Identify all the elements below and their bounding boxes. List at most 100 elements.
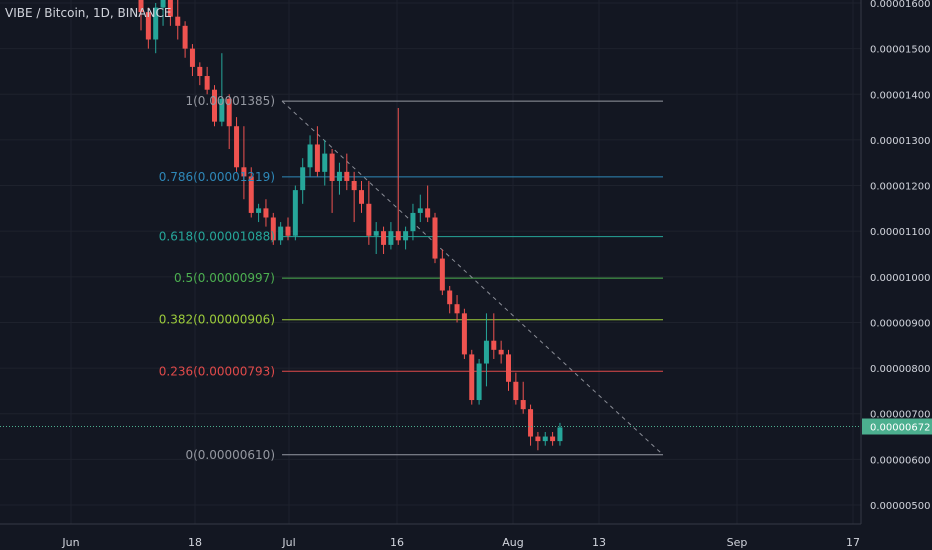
candle	[241, 126, 247, 200]
candle-body	[344, 171, 350, 181]
candle	[197, 62, 203, 86]
candle	[388, 222, 394, 250]
candle-body	[167, 0, 173, 17]
candle-body	[292, 190, 298, 236]
price-tick-label: 0.00001600	[870, 0, 930, 10]
candle-body	[278, 226, 284, 241]
candle-body	[160, 0, 166, 8]
price-tick-label: 0.00001100	[870, 227, 930, 238]
candle	[248, 167, 254, 218]
candle	[520, 381, 526, 414]
candle-body	[351, 180, 357, 191]
time-tick-label: Sep	[727, 536, 748, 549]
price-tick-label: 0.00001500	[870, 45, 930, 56]
price-tick-label: 0.00000500	[870, 501, 930, 512]
candle-body	[189, 48, 195, 67]
candle-body	[461, 313, 467, 355]
candle-body	[197, 66, 203, 77]
candle	[336, 162, 342, 195]
time-tick-label: Aug	[502, 536, 523, 549]
fibonacci-retracement[interactable]	[282, 100, 663, 456]
candle-body	[285, 226, 291, 236]
candle	[270, 212, 276, 245]
candle-body	[395, 231, 401, 241]
candle-body	[447, 290, 453, 305]
candle	[307, 135, 313, 177]
candle-body	[410, 212, 416, 232]
candle	[483, 313, 489, 387]
time-tick-label: 16	[390, 536, 404, 549]
candle-body	[550, 436, 556, 442]
time-axis[interactable]: Jun 18 Jul 16 Aug 13 Sep 17	[61, 536, 860, 549]
time-axis-panel[interactable]	[0, 524, 932, 550]
trendline-dashed[interactable]	[281, 100, 664, 456]
candle-body	[425, 208, 431, 218]
candle	[359, 180, 364, 213]
trendline[interactable]	[281, 100, 664, 456]
candle	[234, 117, 240, 172]
candle	[373, 222, 379, 254]
price-tick-label: 0.00001400	[870, 90, 930, 101]
candle-body	[403, 231, 409, 241]
candle-body	[263, 208, 269, 218]
candle	[226, 94, 232, 150]
candle	[535, 431, 541, 451]
candle-body	[219, 98, 225, 122]
candle-body	[256, 208, 262, 213]
price-tick-label: 0.00001200	[870, 182, 930, 193]
time-tick-label: 13	[592, 536, 606, 549]
candle	[491, 313, 497, 359]
candle-body	[270, 217, 276, 241]
candle-body	[241, 167, 247, 177]
candle	[189, 44, 195, 77]
price-tick-label: 0.00000900	[870, 318, 930, 329]
candle-body	[153, 7, 159, 40]
candle-body	[182, 25, 188, 49]
candle-body	[491, 340, 497, 350]
fib-level-label: 0.618(0.00001088)	[159, 230, 275, 244]
candle-body	[557, 427, 563, 442]
candle	[300, 158, 306, 204]
candle	[160, 0, 166, 26]
candle	[138, 0, 144, 31]
candle-body	[439, 258, 445, 291]
price-axis-panel[interactable]	[861, 0, 932, 524]
candle-body	[454, 304, 460, 314]
candle-body	[476, 363, 482, 401]
time-tick-label: 17	[846, 536, 860, 549]
candle-body	[513, 381, 519, 401]
fibonacci-labels: 1(0.00001385) 0.786(0.00001219) 0.618(0.00…	[159, 94, 275, 462]
candle	[461, 308, 467, 359]
candle	[542, 431, 548, 446]
candle	[204, 66, 210, 95]
candle-body	[417, 208, 423, 213]
candle-body	[359, 190, 364, 204]
fib-level-label: 0(0.00000610)	[185, 448, 275, 462]
candle	[314, 126, 320, 177]
candle-body	[314, 144, 320, 172]
fib-level-label: 1(0.00001385)	[185, 94, 275, 108]
candle-body	[248, 176, 254, 213]
candle	[381, 226, 387, 254]
candle	[292, 185, 298, 241]
price-axis[interactable]: 0.00001600 0.00001500 0.00001400 0.00001300…	[870, 0, 930, 512]
candle	[182, 21, 188, 58]
candle-body	[373, 231, 379, 236]
candle-body	[212, 89, 217, 122]
candle	[256, 203, 262, 223]
candle	[439, 249, 445, 296]
candle	[469, 349, 475, 405]
candle	[454, 295, 460, 323]
candle	[351, 171, 357, 223]
fib-level-label: 0.5(0.00000997)	[174, 271, 275, 285]
candle	[175, 0, 181, 40]
time-tick-label: Jul	[281, 536, 295, 549]
current-price-badge	[862, 418, 932, 435]
price-tick-label: 0.00000800	[870, 364, 930, 375]
price-tick-label: 0.00001000	[870, 273, 930, 284]
fib-level-label: 0.236(0.00000793)	[159, 364, 275, 378]
candle	[506, 349, 511, 391]
grid	[0, 0, 861, 524]
candles	[138, 0, 563, 451]
